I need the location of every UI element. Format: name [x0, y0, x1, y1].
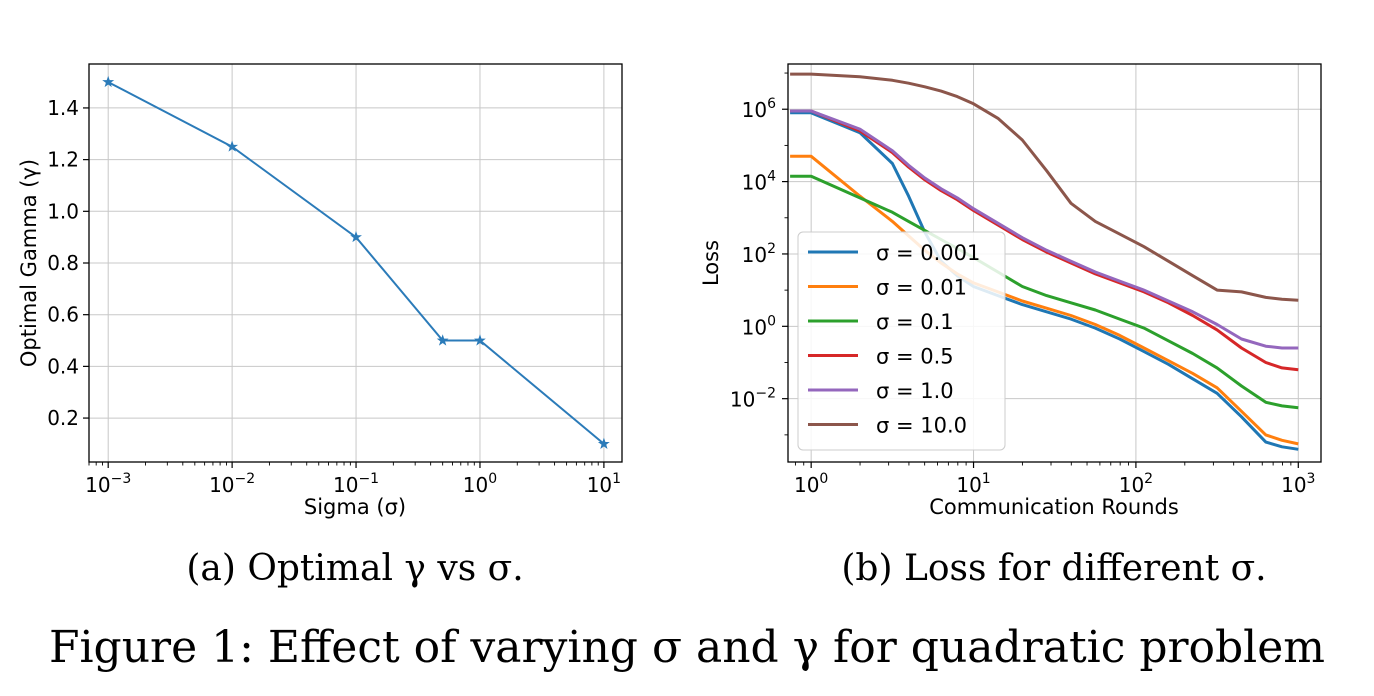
- legend-entry-label: σ = 1.0: [876, 379, 954, 403]
- panel-b-xtick-label: 101: [956, 471, 990, 497]
- legend-entry-label: σ = 0.5: [876, 345, 954, 369]
- panel-a-ytick-label: 0.2: [47, 406, 79, 430]
- panel-a: 10−3 10−2 10−1 100 1010.20.40.60.81.01.21.4 …: [17, 63, 623, 589]
- panel-a-star-marker: [226, 140, 239, 152]
- panel-a-ytick-label: 1.0: [47, 199, 79, 223]
- panel-b-ytick-label: 100: [742, 313, 776, 339]
- panel-a-ytick-label: 1.2: [47, 148, 79, 172]
- panel-b-ytick-label: 106: [742, 96, 776, 122]
- panel-b-series-line: [790, 154, 1299, 446]
- panel-a-star-marker: [436, 334, 449, 346]
- panel-b-xtick-label: 100: [794, 471, 828, 497]
- panel-b-ylabel: Loss: [699, 240, 723, 286]
- panel-a-star-marker: [350, 230, 362, 243]
- panel-a-ytick-label: 0.6: [47, 303, 79, 327]
- panel-b-ytick-label: 102: [742, 241, 776, 267]
- panel-a-xtick-label: 100: [463, 471, 497, 497]
- panel-b-ytick-label: 10−2: [730, 386, 776, 412]
- panel-b-series-line: [790, 109, 1299, 350]
- panel-b-legend: σ = 0.001 σ = 0.01 σ = 0.1 σ = 0.5 σ = 1.0 σ …: [797, 231, 1006, 451]
- panel-b-ytick-label: 104: [742, 169, 776, 195]
- panel-a-xtick-label: 10−2: [209, 471, 255, 497]
- legend-entry-label: σ = 10.0: [876, 414, 967, 438]
- panel-a-star-marker: [597, 437, 610, 450]
- panel-b-xtick-label: 102: [1119, 471, 1153, 497]
- panel-b-xlabel: Communication Rounds: [929, 495, 1179, 519]
- panel-b: 100 101 102 103 10−2 100 102 104 106 Communicati…: [699, 63, 1322, 589]
- panel-a-star-marker: [474, 334, 486, 346]
- panel-b-axes-frame: [787, 63, 1322, 463]
- panel-b-series-line: [790, 174, 1299, 410]
- panel-a-xtick-label: 10−3: [85, 471, 131, 497]
- panel-b-caption: (b) Loss for different σ.: [841, 548, 1266, 589]
- legend-entry-label: σ = 0.001: [876, 241, 980, 265]
- panel-a-ytick-label: 0.8: [47, 251, 79, 275]
- panel-b-series: [790, 72, 1299, 451]
- panel-a-xtick-label: 10−1: [333, 471, 379, 497]
- panel-a-star-marker: [102, 75, 115, 88]
- panel-b-series-line: [790, 72, 1299, 302]
- panel-a-series-line: [107, 81, 605, 445]
- legend-entry-label: σ = 0.1: [876, 310, 954, 334]
- panel-b-xtick-label: 103: [1281, 471, 1315, 497]
- figure-caption: Figure 1: Effect of varying σ and γ for …: [49, 622, 1325, 673]
- panel-a-xlabel: Sigma (σ): [304, 495, 406, 519]
- panel-a-ticks: 10−3 10−2 10−1 100 101 0.2 0.4 0.6 0.8 1.0 1.2 1.4: [47, 96, 621, 497]
- panel-a-ytick-label: 1.4: [47, 96, 79, 120]
- legend-entry-label: σ = 0.01: [876, 276, 967, 300]
- panel-b-ticks: 100 101 102 103 10−2 100 102 104 106: [730, 72, 1315, 497]
- panel-a-ylabel: Optimal Gamma (γ): [17, 159, 41, 367]
- panel-a-ytick-label: 0.4: [47, 354, 79, 378]
- panel-b-series-line: [790, 111, 1299, 451]
- panel-a-series: [102, 75, 610, 450]
- panel-a-caption: (a) Optimal γ vs σ.: [186, 548, 523, 589]
- panel-a-grid: [89, 64, 622, 462]
- panel-a-xtick-label: 101: [587, 471, 621, 497]
